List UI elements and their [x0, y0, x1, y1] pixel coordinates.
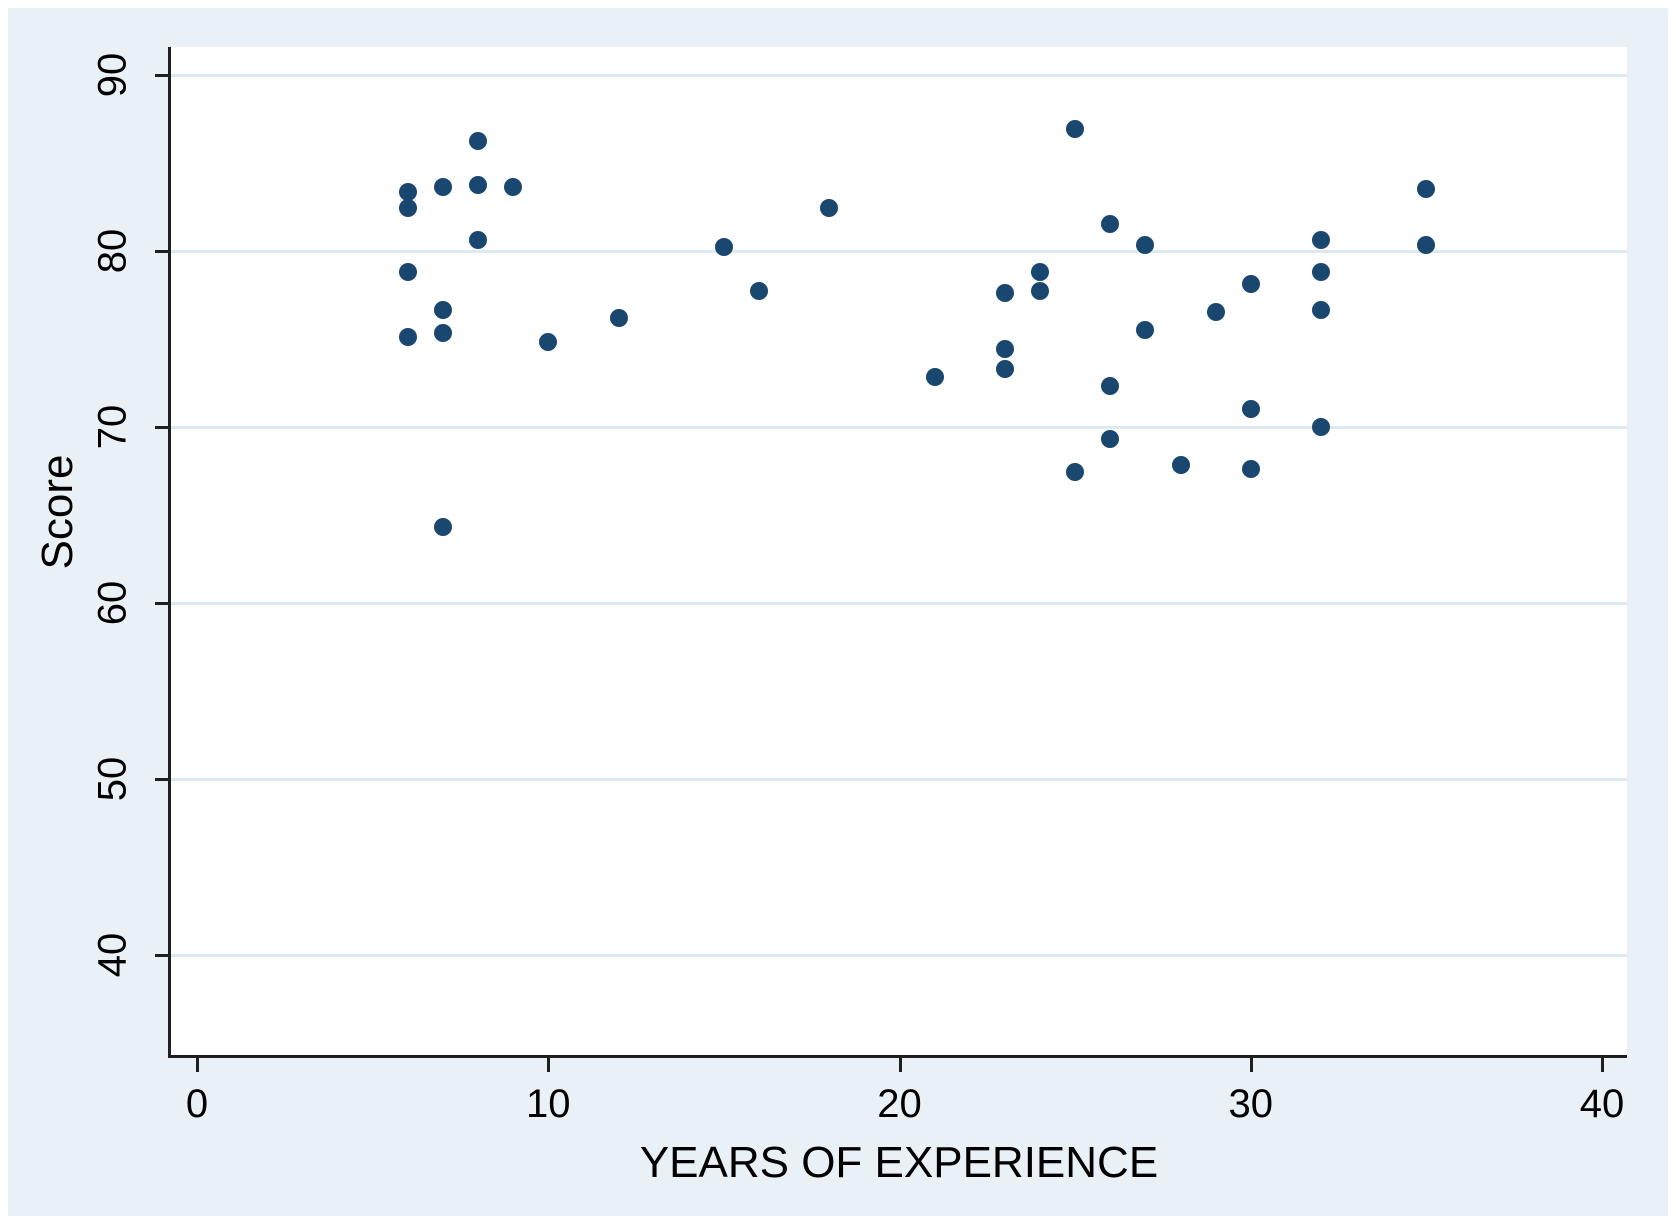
plot-area	[171, 47, 1627, 1055]
x-axis-title: YEARS OF EXPERIENCE	[639, 1138, 1159, 1187]
scatter-point	[1136, 320, 1155, 339]
y-tick-label-60: 60	[90, 580, 135, 626]
x-axis-line	[168, 1055, 1627, 1058]
y-axis-line	[168, 47, 171, 1058]
y-tick-80	[155, 249, 171, 253]
x-tick-0	[196, 1058, 199, 1072]
y-tick-label-80: 80	[90, 228, 135, 273]
y-tick-60	[155, 601, 171, 605]
gridline-y-50	[171, 777, 1627, 781]
scatter-point	[398, 262, 417, 281]
y-axis-title: Score	[33, 454, 82, 570]
gridline-y-80	[171, 249, 1627, 253]
y-tick-70	[155, 425, 171, 429]
y-tick-40	[155, 954, 171, 957]
x-tick-label-30: 30	[1228, 1082, 1274, 1126]
scatter-point	[995, 340, 1014, 359]
scatter-point	[1417, 236, 1436, 255]
scatter-point	[1417, 179, 1436, 198]
x-tick-40	[1601, 1058, 1604, 1072]
scatter-point	[1066, 120, 1085, 139]
y-tick-50	[155, 777, 171, 781]
scatter-point	[469, 132, 487, 151]
y-tick-label-90: 90	[90, 52, 135, 97]
scatter-point	[469, 231, 487, 250]
scatter-point	[1101, 377, 1120, 396]
gridline-y-60	[171, 601, 1627, 605]
x-tick-label-20: 20	[877, 1082, 922, 1126]
scatter-point	[1031, 262, 1049, 281]
x-tick-label-0: 0	[185, 1082, 209, 1126]
scatter-point	[433, 324, 452, 343]
scatter-point	[995, 359, 1014, 378]
scatter-point	[750, 282, 768, 301]
scatter-point	[1241, 459, 1260, 478]
gridline-y-70	[171, 425, 1627, 429]
scatter-point	[398, 183, 417, 202]
x-tick-label-40: 40	[1579, 1082, 1625, 1126]
y-tick-90	[155, 73, 171, 77]
scatter-point	[1206, 303, 1225, 322]
scatter-point	[1066, 463, 1085, 482]
scatter-point	[433, 301, 452, 320]
scatter-point	[820, 199, 839, 218]
scatter-point	[1312, 231, 1330, 250]
scatter-point	[1171, 456, 1190, 475]
x-tick-10	[547, 1058, 551, 1072]
x-tick-30	[1249, 1058, 1253, 1072]
scatter-point	[1101, 430, 1120, 449]
y-tick-label-40: 40	[90, 932, 135, 978]
x-tick-20	[898, 1058, 902, 1072]
gridline-y-40	[171, 954, 1627, 957]
scatter-point	[469, 176, 487, 195]
gridline-y-90	[171, 73, 1627, 77]
scatter-point	[398, 199, 417, 218]
scatter-point	[925, 368, 944, 387]
y-tick-label-50: 50	[90, 756, 135, 802]
scatter-point	[1136, 236, 1155, 255]
scatter-point	[1312, 262, 1330, 281]
scatter-point	[1312, 301, 1330, 320]
scatter-point	[504, 178, 523, 197]
scatter-point	[433, 518, 452, 537]
scatter-point	[1241, 400, 1260, 419]
x-tick-label-10: 10	[526, 1082, 571, 1126]
scatter-point	[609, 308, 628, 327]
scatter-point	[539, 333, 558, 352]
scatter-point	[1241, 275, 1260, 294]
scatter-point	[1312, 417, 1330, 436]
scatter-point	[714, 238, 733, 257]
scatter-point	[995, 283, 1014, 302]
y-tick-label-70: 70	[90, 404, 135, 449]
scatter-point	[433, 178, 452, 197]
scatter-point	[1101, 215, 1120, 234]
scatter-point	[1031, 282, 1049, 301]
scatter-point	[398, 327, 417, 346]
